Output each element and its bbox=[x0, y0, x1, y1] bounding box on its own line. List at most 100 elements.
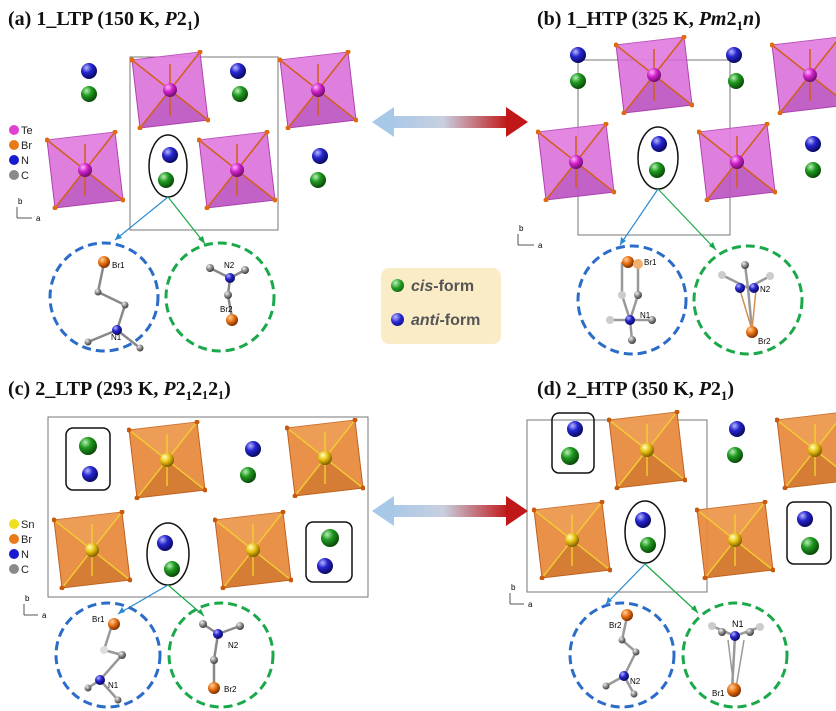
anti-form-circle bbox=[568, 601, 676, 709]
axis-b-label: b bbox=[18, 197, 23, 206]
atom-label: N2 bbox=[228, 641, 239, 650]
br-ball-icon bbox=[9, 140, 19, 150]
anti-ball bbox=[317, 558, 333, 574]
anti-ball bbox=[805, 136, 821, 152]
element-legend-top: Te Br N C bbox=[9, 124, 33, 184]
te-octahedron-b2 bbox=[536, 122, 616, 202]
highlight-box bbox=[65, 427, 111, 491]
highlight-ellipse bbox=[624, 500, 666, 564]
anti-ball bbox=[312, 148, 328, 164]
anti-ball bbox=[157, 535, 173, 551]
cis-ball bbox=[310, 172, 326, 188]
anti-form-circle bbox=[54, 601, 162, 709]
panel-d-title: (d) 2_HTP (350 K, P21) bbox=[537, 378, 735, 403]
axis-a-label: a bbox=[538, 241, 543, 250]
cis-ball bbox=[727, 447, 743, 463]
anti-ball bbox=[230, 63, 246, 79]
cis-form-circle bbox=[681, 601, 789, 709]
anti-ball bbox=[726, 47, 742, 63]
te-octahedron-b1 bbox=[614, 35, 694, 115]
cis-form-legend-item: cis-form bbox=[391, 278, 474, 296]
te-ball-icon bbox=[9, 125, 19, 135]
sn-octahedron-d1 bbox=[607, 410, 687, 490]
element-legend-bottom: Sn Br N C bbox=[9, 518, 34, 578]
anti-ball-icon bbox=[391, 313, 404, 326]
sn-octahedron-c2 bbox=[285, 418, 365, 498]
atom-label: Br2 bbox=[609, 621, 622, 630]
cis-ball bbox=[805, 162, 821, 178]
n-ball-icon bbox=[9, 155, 19, 165]
atom-label: Br2 bbox=[224, 685, 237, 694]
atom-label: Br1 bbox=[112, 261, 125, 270]
phase-transition-arrow-bottom bbox=[372, 496, 528, 526]
anti-form-legend-item: anti-form bbox=[391, 312, 480, 330]
atom-label: N2 bbox=[760, 285, 771, 294]
axis-a-label: a bbox=[36, 214, 41, 223]
atom-label: Br2 bbox=[220, 305, 233, 314]
panel-c: Br1 N1 N2 Br2 b a bbox=[23, 416, 369, 709]
highlight-box bbox=[551, 412, 595, 474]
te-octahedron-a1 bbox=[130, 50, 210, 130]
cis-ball bbox=[79, 437, 97, 455]
te-octahedron-a3 bbox=[45, 130, 125, 210]
cis-ball bbox=[240, 467, 256, 483]
cis-ball bbox=[321, 529, 339, 547]
cis-form-circle bbox=[167, 601, 275, 709]
cis-ball bbox=[570, 73, 586, 89]
cis-ball bbox=[728, 73, 744, 89]
form-legend: cis-form anti-form bbox=[381, 268, 501, 344]
cis-form-circle bbox=[164, 241, 276, 353]
cis-ball bbox=[164, 561, 180, 577]
atom-label: N1 bbox=[640, 311, 651, 320]
axis-b-label: b bbox=[511, 583, 516, 592]
atom-label: N1 bbox=[732, 619, 744, 629]
anti-ball bbox=[570, 47, 586, 63]
anti-ball bbox=[729, 421, 745, 437]
anti-ball bbox=[635, 512, 651, 528]
br-ball-icon bbox=[9, 534, 19, 544]
panel-a: Br1 N1 N2 Br2 b a bbox=[16, 50, 358, 353]
c-ball-icon bbox=[9, 564, 19, 574]
te-octahedron-b4 bbox=[770, 35, 836, 115]
atom-label: Br1 bbox=[92, 615, 105, 624]
axis-a-label: a bbox=[528, 600, 533, 609]
atom-label: Br1 bbox=[644, 258, 657, 267]
cis-ball bbox=[232, 86, 248, 102]
atom-label: N1 bbox=[108, 681, 119, 690]
cis-ball bbox=[561, 447, 579, 465]
highlight-box bbox=[786, 501, 832, 565]
anti-ball bbox=[162, 147, 178, 163]
sn-octahedron-c4 bbox=[213, 510, 293, 590]
highlight-box bbox=[305, 521, 353, 583]
panel-b-title: (b) 1_HTP (325 K, Pm21n) bbox=[537, 8, 761, 33]
te-octahedron-b3 bbox=[697, 122, 777, 202]
anti-ball bbox=[567, 421, 583, 437]
sn-octahedron-c1 bbox=[127, 420, 207, 500]
cis-ball bbox=[801, 537, 819, 555]
c-ball-icon bbox=[9, 170, 19, 180]
axis-b-label: b bbox=[25, 594, 30, 603]
atom-label: N2 bbox=[224, 261, 235, 270]
anti-ball bbox=[245, 441, 261, 457]
sn-octahedron-d3 bbox=[532, 500, 612, 580]
unit-cell-c bbox=[47, 416, 369, 598]
n-ball-icon bbox=[9, 549, 19, 559]
cis-ball bbox=[649, 162, 665, 178]
panel-a-title: (a) 1_LTP (150 K, P21) bbox=[8, 8, 200, 33]
te-octahedron-a2 bbox=[278, 50, 358, 130]
axis-b-label: b bbox=[519, 224, 524, 233]
atom-label: Br1 bbox=[712, 689, 725, 698]
anti-ball bbox=[81, 63, 97, 79]
cis-ball-icon bbox=[391, 279, 404, 292]
anti-ball bbox=[651, 136, 667, 152]
sn-octahedron-d4 bbox=[695, 500, 775, 580]
anti-form-circle bbox=[48, 241, 160, 353]
anti-ball bbox=[82, 466, 98, 482]
cis-ball bbox=[81, 86, 97, 102]
atom-label: Br2 bbox=[758, 337, 771, 346]
sn-octahedron-d2 bbox=[775, 410, 836, 490]
panel-b: Br1 N1 N2 Br2 b a bbox=[517, 35, 836, 356]
panel-c-title: (c) 2_LTP (293 K, P212₁2₁) bbox=[8, 378, 231, 403]
cis-form-circle bbox=[692, 244, 804, 356]
